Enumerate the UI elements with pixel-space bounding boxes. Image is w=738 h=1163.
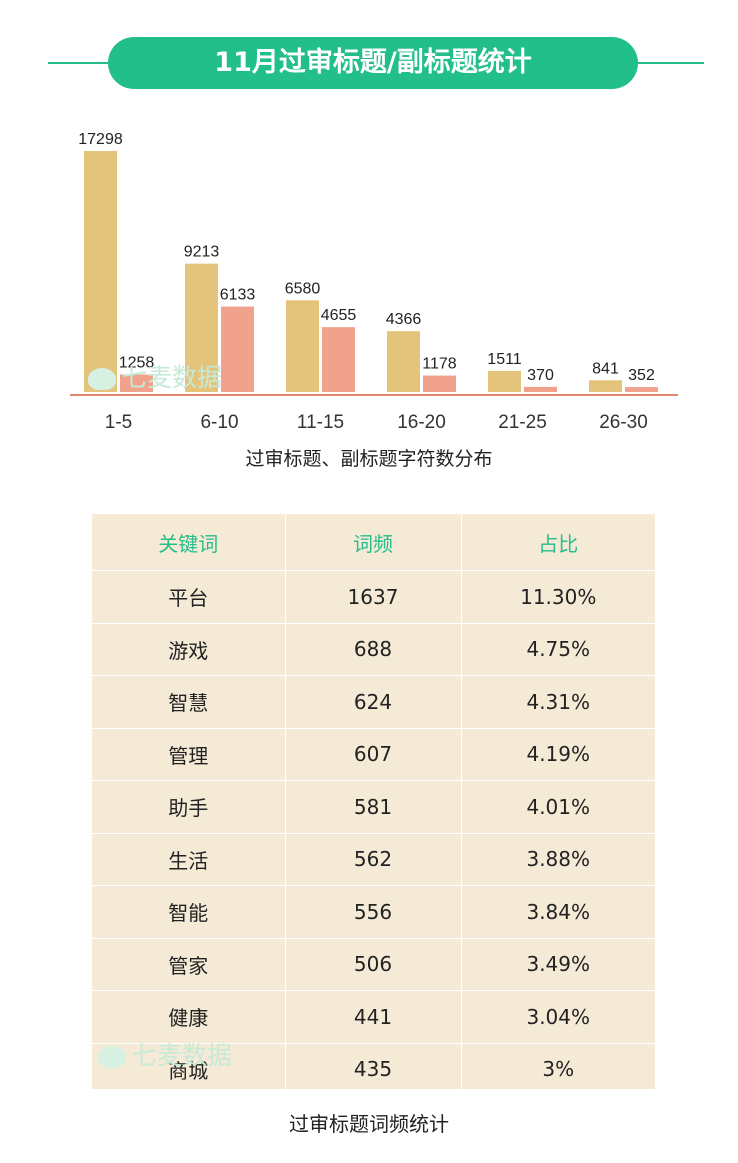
bar-series-2 [625, 387, 658, 392]
table-row: 管理 607 4.19% [92, 727, 655, 781]
title-line-right [636, 62, 704, 64]
bar-series-2 [221, 306, 254, 392]
table-row: 智能 556 3.84% [92, 885, 655, 938]
table-cell: 4.01% [460, 780, 655, 833]
table-cell: 688 [284, 622, 461, 676]
table-cell: 平台 [92, 570, 285, 623]
table-caption: 过审标题词频统计 [289, 1112, 449, 1136]
table-cell: 智能 [92, 885, 285, 938]
table-cell: 3.88% [460, 832, 655, 886]
table-cell: 562 [284, 832, 461, 886]
table-cell: 管理 [92, 727, 285, 781]
data-label: 1511 [487, 351, 522, 368]
chart-watermark: 七麦数据 [88, 358, 222, 394]
bar-series-1 [185, 263, 218, 392]
x-tick-label: 6-10 [200, 412, 238, 433]
table-row: 智慧 624 4.31% [92, 675, 655, 728]
x-tick-label: 11-15 [297, 412, 344, 433]
table-row: 助手 581 4.01% [92, 780, 655, 833]
table-cell: 3.84% [460, 885, 655, 938]
data-label: 4655 [321, 307, 357, 324]
table-cell: 607 [284, 727, 461, 781]
bar-series-1 [488, 370, 521, 392]
data-label: 17298 [78, 131, 123, 148]
bar-series-2 [423, 375, 456, 392]
page-title: 11月过审标题/副标题统计 [108, 37, 638, 89]
table-cell: 健康 [92, 990, 285, 1043]
table-row: 生活 562 3.88% [92, 832, 655, 886]
data-label: 370 [527, 367, 554, 384]
table-cell: 1637 [284, 570, 461, 623]
table-cell: 624 [284, 675, 461, 728]
table-header-cell: 关键词 [158, 531, 219, 556]
x-tick-label: 21-25 [498, 412, 547, 433]
x-tick-label: 16-20 [397, 412, 446, 433]
table-header-row: 关键词 词频 占比 [92, 514, 655, 571]
data-label: 841 [592, 360, 619, 377]
table-cell: 581 [284, 780, 461, 833]
table-cell: 生活 [92, 832, 285, 886]
table-cell: 游戏 [92, 622, 285, 676]
data-label: 6580 [285, 280, 321, 297]
x-tick-label: 1-5 [105, 412, 132, 433]
keyword-table: 关键词 词频 占比 平台 1637 11.30% 游戏 688 4.75% 智慧 624 4.31%… [92, 514, 655, 1095]
bar-series-1 [589, 380, 622, 392]
table-row: 平台 1637 11.30% [92, 570, 655, 623]
table-cell: 441 [284, 990, 461, 1043]
data-label: 352 [628, 367, 655, 384]
table-cell: 助手 [92, 780, 285, 833]
table-cell: 智慧 [92, 675, 285, 728]
table-cell: 4.75% [460, 622, 655, 676]
chart-xlabel: 过审标题、副标题字符数分布 [245, 448, 493, 470]
table-row: 商城 435 3% [92, 1042, 655, 1095]
table-cell: 管家 [92, 937, 285, 991]
table-cell: 556 [284, 885, 461, 938]
cat-logo-icon [98, 1046, 126, 1068]
bar-series-1 [84, 151, 117, 392]
bar-series-1 [387, 331, 420, 392]
table-row: 健康 441 3.04% [92, 990, 655, 1043]
table-row: 游戏 688 4.75% [92, 622, 655, 676]
table-header-cell: 占比 [460, 514, 655, 571]
table-cell: 4.31% [460, 675, 655, 728]
table-body: 平台 1637 11.30% 游戏 688 4.75% 智慧 624 4.31% 管理 607 4.1… [92, 570, 655, 1095]
data-label: 1258 [119, 354, 155, 371]
cat-logo-icon [88, 368, 116, 390]
table-header-cell: 词频 [284, 514, 461, 571]
data-label: 1178 [422, 356, 457, 373]
bar-series-2 [120, 374, 153, 392]
table-row: 管家 506 3.49% [92, 937, 655, 991]
table-cell: 506 [284, 937, 461, 991]
table-cell: 3.04% [460, 990, 655, 1043]
bar-series-2 [322, 327, 355, 392]
data-label: 9213 [184, 244, 220, 261]
table-cell: 3% [460, 1042, 655, 1095]
title-line-left [48, 62, 110, 64]
table-watermark: 七麦数据 [98, 1036, 232, 1072]
data-label: 6133 [220, 287, 256, 304]
table-cell: 4.19% [460, 727, 655, 781]
table-cell: 3.49% [460, 937, 655, 991]
x-tick-label: 26-30 [599, 412, 648, 433]
table-cell: 435 [284, 1042, 461, 1095]
bar-series-2 [524, 386, 557, 392]
data-label: 4366 [386, 311, 422, 328]
table-cell: 11.30% [460, 570, 655, 623]
bar-series-1 [286, 300, 319, 392]
